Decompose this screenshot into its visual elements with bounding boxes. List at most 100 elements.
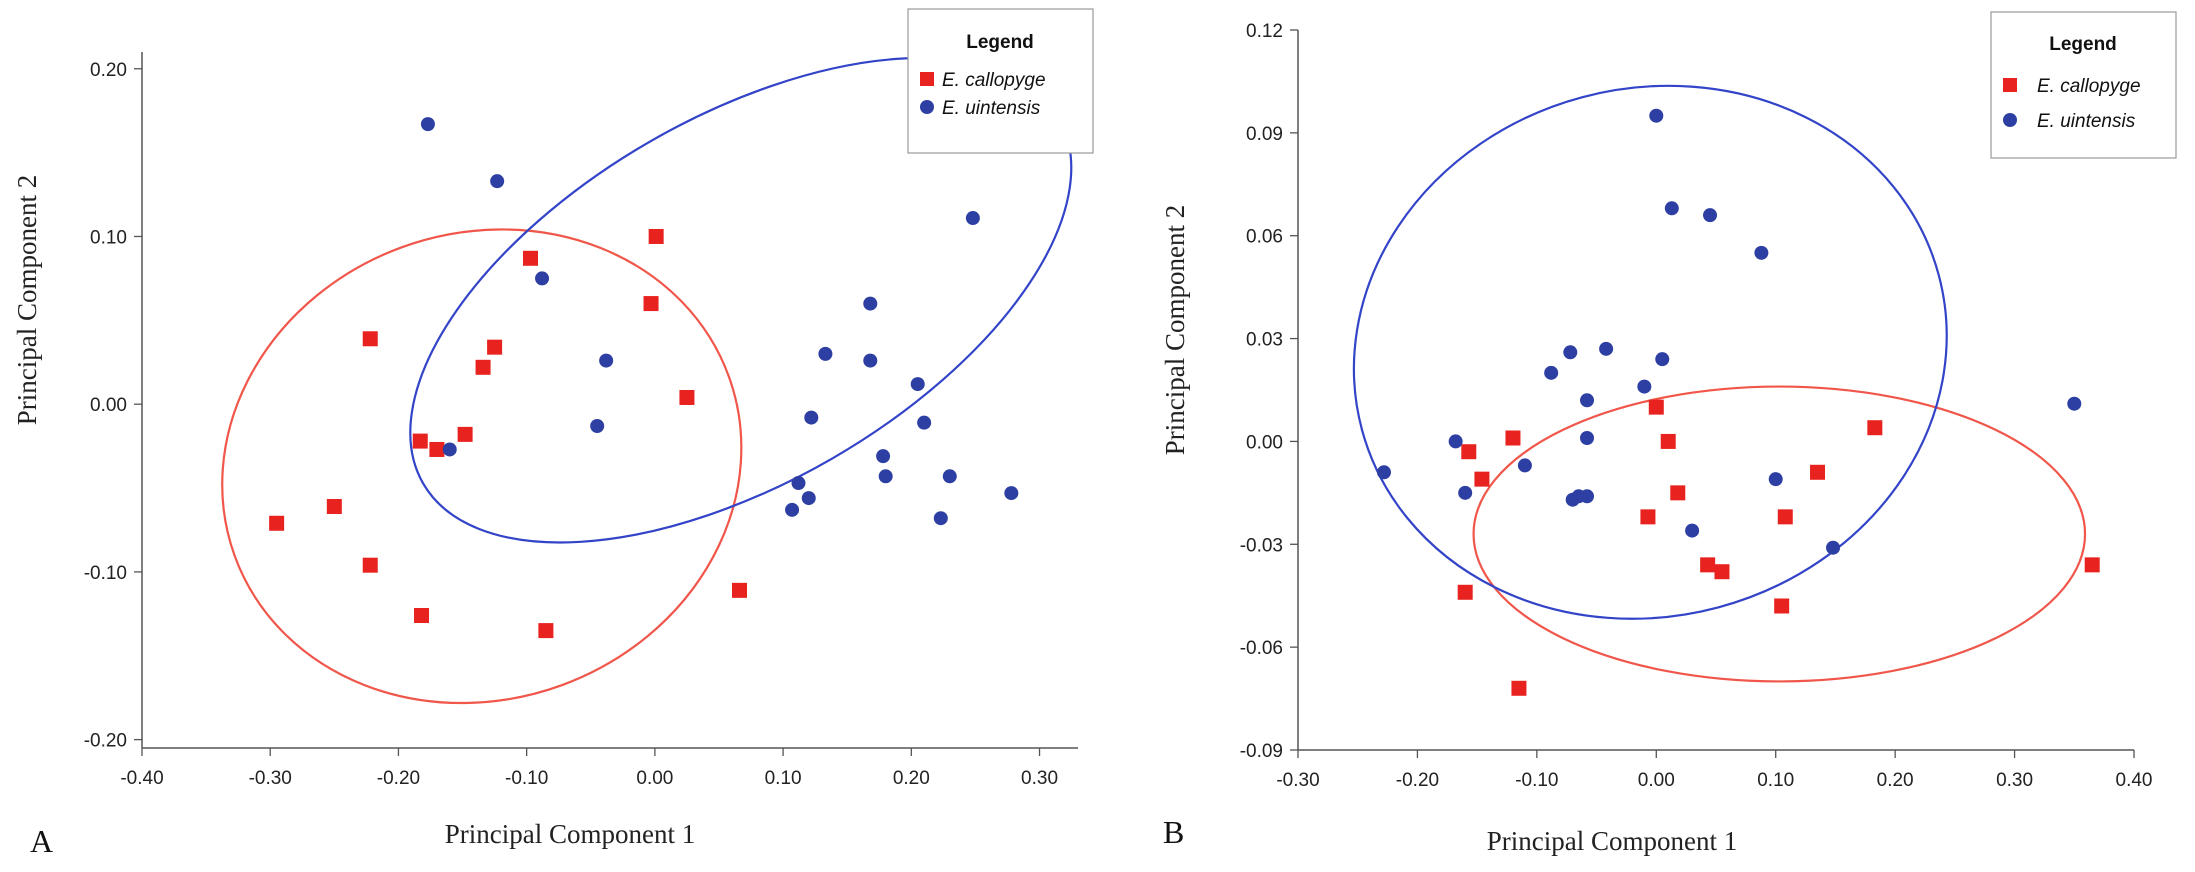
panel-b-point-callopyge bbox=[1474, 471, 1490, 487]
panel-a-point-callopyge bbox=[429, 441, 445, 457]
panel-b-y-tick-label: 0.03 bbox=[1246, 330, 1283, 351]
panel-b-point-callopyge bbox=[1505, 430, 1521, 446]
panel-b-point-callopyge bbox=[1461, 444, 1477, 460]
panel-a-x-axis-title: Principal Component 1 bbox=[445, 819, 695, 849]
panel-a-point-uintensis bbox=[933, 511, 948, 526]
panel-b-point-uintensis bbox=[1754, 245, 1769, 260]
panel-a-x-tick-label: 0.10 bbox=[765, 768, 802, 789]
panel-a-x-tick-label: -0.10 bbox=[505, 768, 548, 789]
panel-a-point-callopyge bbox=[648, 228, 664, 244]
panel-b-x-tick-label: 0.30 bbox=[1996, 770, 2033, 791]
panel-b-y-tick-label: -0.09 bbox=[1240, 741, 1283, 762]
panel-b-point-callopyge bbox=[1810, 464, 1826, 480]
panel-a-legend: Legend E. callopyge E. uintensis bbox=[907, 8, 1094, 154]
panel-b-point-uintensis bbox=[1703, 208, 1718, 223]
panel-b-point-uintensis bbox=[1544, 365, 1559, 380]
panel-b-point-uintensis bbox=[1685, 523, 1700, 538]
panel-b-legend-marker-uintensis bbox=[2003, 113, 2017, 127]
panel-b-point-callopyge bbox=[1714, 564, 1730, 580]
panel-b-x-tick-label: -0.20 bbox=[1396, 770, 1439, 791]
panel-b-point-uintensis bbox=[1563, 345, 1578, 360]
panel-a-point-callopyge bbox=[414, 608, 430, 624]
panel-a-point-uintensis bbox=[910, 377, 925, 392]
panel-a-x-tick-label: 0.30 bbox=[1021, 768, 1058, 789]
panel-b-ellipse-callopyge bbox=[1472, 385, 2087, 683]
panel-a-point-callopyge bbox=[643, 296, 659, 312]
panel-b-point-callopyge bbox=[1648, 399, 1664, 415]
panel-b-point-uintensis bbox=[1580, 489, 1595, 504]
panel-b-y-tick-label: -0.03 bbox=[1240, 535, 1283, 556]
panel-b-point-callopyge bbox=[1670, 485, 1686, 501]
panel-b-point-callopyge bbox=[2084, 557, 2100, 573]
panel-b-legend-label-uintensis: E. uintensis bbox=[2037, 111, 2136, 132]
panel-b-y-tick-label: -0.06 bbox=[1240, 638, 1283, 659]
panel-a-point-callopyge bbox=[679, 389, 695, 405]
panel-a-y-tick-label: 0.00 bbox=[90, 395, 127, 416]
panel-b-point-callopyge bbox=[1457, 584, 1473, 600]
panel-a-x-tick-label: 0.20 bbox=[893, 768, 930, 789]
panel-b-point-uintensis bbox=[2067, 396, 2082, 411]
panel-a-point-uintensis bbox=[818, 346, 833, 361]
panel-a-y-tick-label: -0.20 bbox=[84, 731, 127, 752]
panel-a-legend-label-callopyge: E. callopyge bbox=[942, 70, 1046, 91]
panel-b-y-tick-label: 0.00 bbox=[1246, 432, 1283, 453]
panel-a-legend-title: Legend bbox=[966, 32, 1034, 53]
panel-b-points bbox=[1376, 108, 2100, 696]
panel-a-points bbox=[269, 117, 1019, 639]
panel-a-point-callopyge bbox=[475, 359, 491, 375]
panel-a-point-callopyge bbox=[362, 331, 378, 347]
panel-b-y-axis-title: Principal Component 2 bbox=[1160, 205, 1190, 455]
panel-a: -0.40 -0.30 -0.20 -0.10 0.00 0.10 0.20 0.30 0.2… bbox=[12, 8, 1094, 859]
panel-a-point-callopyge bbox=[487, 339, 503, 355]
panel-b-x-tick-labels: -0.30 -0.20 -0.10 0.00 0.10 0.20 0.30 0.40 bbox=[1276, 770, 2152, 791]
panel-a-point-uintensis bbox=[804, 410, 819, 425]
panel-b-point-uintensis bbox=[1649, 108, 1664, 123]
panel-b-legend: Legend E. callopyge E. uintensis bbox=[1990, 11, 2177, 159]
panel-a-point-callopyge bbox=[362, 557, 378, 573]
panel-b-point-callopyge bbox=[1511, 680, 1527, 696]
panel-b: -0.30 -0.20 -0.10 0.00 0.10 0.20 0.30 0.40 0.12… bbox=[1160, 11, 2177, 856]
panel-a-y-tick-label: -0.10 bbox=[84, 563, 127, 584]
panel-b-x-axis-title: Principal Component 1 bbox=[1487, 826, 1737, 856]
panel-a-x-tick-label: 0.00 bbox=[636, 768, 673, 789]
panel-b-legend-marker-callopyge bbox=[2003, 78, 2017, 92]
panel-b-x-tick-label: 0.20 bbox=[1877, 770, 1914, 791]
panel-b-point-uintensis bbox=[1376, 465, 1391, 480]
panel-a-point-callopyge bbox=[412, 433, 428, 449]
panel-b-ellipses bbox=[1352, 84, 2087, 683]
panel-a-x-tick-labels: -0.40 -0.30 -0.20 -0.10 0.00 0.10 0.20 0.30 bbox=[120, 768, 1058, 789]
panel-a-point-uintensis bbox=[917, 415, 932, 430]
panel-b-point-uintensis bbox=[1655, 352, 1670, 367]
panel-b-point-uintensis bbox=[1580, 431, 1595, 445]
panel-b-x-tick-label: -0.30 bbox=[1276, 770, 1319, 791]
panel-b-point-uintensis bbox=[1580, 393, 1595, 408]
panel-a-legend-label-uintensis: E. uintensis bbox=[942, 98, 1041, 119]
panel-b-point-uintensis bbox=[1599, 341, 1614, 356]
panel-a-point-uintensis bbox=[801, 491, 816, 506]
panel-a-point-uintensis bbox=[535, 271, 550, 286]
panel-a-point-callopyge bbox=[538, 623, 554, 639]
panel-a-point-callopyge bbox=[523, 250, 539, 266]
panel-b-point-uintensis bbox=[1448, 434, 1463, 449]
panel-b-y-tick-labels: 0.12 0.09 0.06 0.03 0.00 -0.03 -0.06 -0.09 bbox=[1240, 21, 1283, 762]
panel-b-point-callopyge bbox=[1700, 557, 1716, 573]
panel-a-ellipse-callopyge bbox=[221, 228, 743, 705]
panel-b-x-tick-label: 0.00 bbox=[1638, 770, 1675, 791]
panel-a-y-tick-label: 0.20 bbox=[90, 60, 127, 81]
panel-b-x-tick-label: -0.10 bbox=[1515, 770, 1558, 791]
panel-a-point-uintensis bbox=[863, 296, 878, 311]
panel-a-point-uintensis bbox=[942, 469, 957, 484]
panel-b-legend-label-callopyge: E. callopyge bbox=[2037, 76, 2141, 97]
panel-a-point-uintensis bbox=[599, 353, 614, 368]
panel-a-y-axis-title: Principal Component 2 bbox=[12, 175, 42, 425]
panel-a-x-tick-label: -0.20 bbox=[377, 768, 420, 789]
panel-a-x-tick-label: -0.40 bbox=[120, 768, 163, 789]
panel-b-point-uintensis bbox=[1826, 540, 1841, 555]
panel-a-point-uintensis bbox=[490, 174, 505, 189]
panel-a-point-uintensis bbox=[1004, 486, 1019, 501]
panel-a-point-uintensis bbox=[863, 353, 878, 368]
panel-b-x-tick-label: 0.40 bbox=[2116, 770, 2153, 791]
panel-a-letter: A bbox=[30, 823, 53, 859]
panel-b-point-uintensis bbox=[1517, 458, 1532, 473]
panel-a-point-uintensis bbox=[420, 117, 435, 132]
